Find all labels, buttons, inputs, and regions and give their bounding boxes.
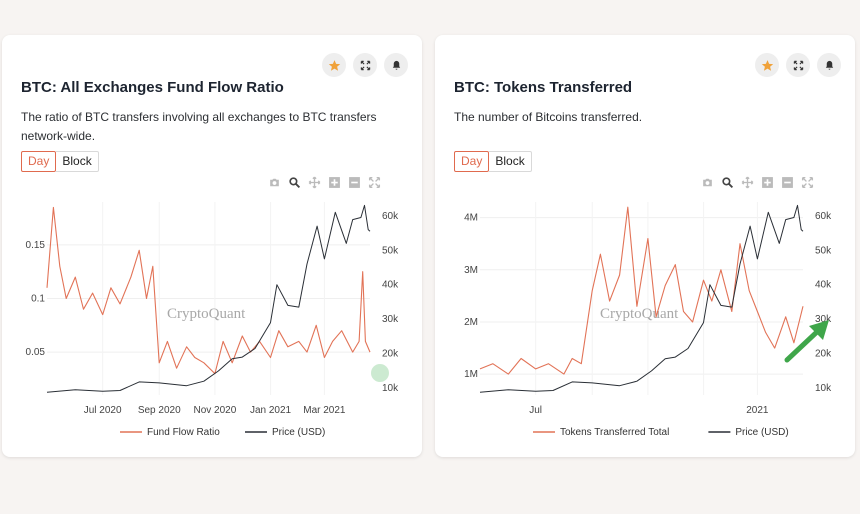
block-toggle-button[interactable]: Block — [56, 151, 99, 172]
y-right-tick-label: 40k — [815, 280, 832, 291]
fullscreen-icon — [360, 60, 370, 70]
zoom-out-icon[interactable] — [347, 175, 361, 189]
resolution-toggle: Day Block — [21, 151, 99, 172]
y-left-tick-label: 0.05 — [26, 347, 46, 358]
favorite-button[interactable] — [755, 53, 779, 77]
camera-icon[interactable] — [700, 175, 714, 189]
fund-flow-chart: CryptoQuant 0.05 0.1 0.15 10k 20k 30k 40k 50k 60… — [26, 202, 399, 438]
card-actions — [755, 53, 841, 77]
legend-item[interactable]: Price (USD) — [272, 427, 325, 438]
day-toggle-button[interactable]: Day — [454, 151, 490, 172]
bell-icon — [392, 60, 400, 70]
chart-title: BTC: All Exchanges Fund Flow Ratio — [21, 79, 284, 96]
chart-title: BTC: Tokens Transferred — [454, 79, 633, 96]
y-right-tick-label: 60k — [815, 211, 832, 222]
legend-item[interactable]: Tokens Transferred Total — [560, 427, 669, 438]
y-right-tick-label: 20k — [815, 349, 832, 360]
x-tick-label: Mar 2021 — [303, 405, 346, 416]
zoom-in-icon[interactable] — [760, 175, 774, 189]
fullscreen-button[interactable] — [353, 53, 377, 77]
bell-icon — [825, 60, 833, 70]
fullscreen-icon — [793, 60, 803, 70]
annotation-arrow — [784, 320, 829, 363]
card-actions — [322, 53, 408, 77]
x-tick-label: Nov 2020 — [193, 405, 236, 416]
y-right-tick-label: 30k — [382, 314, 399, 325]
zoom-in-icon[interactable] — [327, 175, 341, 189]
chart-description: The number of Bitcoins transferred. — [454, 110, 643, 124]
y-right-tick-label: 20k — [382, 349, 399, 360]
y-left-tick-label: 0.15 — [26, 240, 46, 251]
series-line-metric — [46, 206, 371, 375]
chart-watermark: CryptoQuant — [600, 306, 679, 322]
block-toggle-button[interactable]: Block — [489, 151, 532, 172]
x-tick-label: Jul — [529, 405, 542, 416]
chart-watermark: CryptoQuant — [167, 306, 246, 322]
legend-item[interactable]: Price (USD) — [735, 427, 788, 438]
x-tick-label: 2021 — [746, 405, 769, 416]
chart-card-fund-flow: BTC: All Exchanges Fund Flow Ratio The r… — [2, 35, 422, 457]
hover-highlight — [371, 364, 389, 382]
autoscale-icon[interactable] — [800, 175, 814, 189]
series-line-price — [479, 204, 804, 393]
y-left-tick-label: 3M — [464, 265, 478, 276]
y-left-tick-label: 0.1 — [31, 294, 45, 305]
autoscale-icon[interactable] — [367, 175, 381, 189]
x-tick-label: Jan 2021 — [250, 405, 292, 416]
series-line-metric — [479, 206, 804, 375]
chart-card-tokens-transferred: BTC: Tokens Transferred The number of Bi… — [435, 35, 855, 457]
alert-button[interactable] — [817, 53, 841, 77]
x-tick-label: Sep 2020 — [138, 405, 181, 416]
zoom-icon[interactable] — [287, 175, 301, 189]
legend-item[interactable]: Fund Flow Ratio — [147, 427, 220, 438]
y-right-tick-label: 40k — [382, 280, 399, 291]
zoom-icon[interactable] — [720, 175, 734, 189]
day-toggle-button[interactable]: Day — [21, 151, 57, 172]
chart-modebar — [267, 175, 381, 189]
zoom-out-icon[interactable] — [780, 175, 794, 189]
y-right-tick-label: 10k — [382, 383, 399, 394]
y-right-tick-label: 50k — [815, 245, 832, 256]
series-line-price — [46, 204, 371, 393]
chart-description: The ratio of BTC transfers involving all… — [21, 110, 377, 143]
y-left-tick-label: 4M — [464, 213, 478, 224]
y-right-tick-label: 50k — [382, 245, 399, 256]
star-icon — [761, 59, 773, 71]
pan-icon[interactable] — [740, 175, 754, 189]
y-left-tick-label: 1M — [464, 369, 478, 380]
tokens-transferred-chart: CryptoQuant 1M 2M 3M 4M 10k 20k 30k 40k 50k 60k Ju… — [464, 202, 832, 438]
favorite-button[interactable] — [322, 53, 346, 77]
x-tick-label: Jul 2020 — [84, 405, 122, 416]
y-right-tick-label: 60k — [382, 211, 399, 222]
camera-icon[interactable] — [267, 175, 281, 189]
chart-modebar — [700, 175, 814, 189]
y-left-tick-label: 2M — [464, 317, 478, 328]
pan-icon[interactable] — [307, 175, 321, 189]
star-icon — [328, 59, 340, 71]
fullscreen-button[interactable] — [786, 53, 810, 77]
alert-button[interactable] — [384, 53, 408, 77]
y-right-tick-label: 10k — [815, 383, 832, 394]
y-right-tick-label: 30k — [815, 314, 832, 325]
resolution-toggle: Day Block — [454, 151, 532, 172]
